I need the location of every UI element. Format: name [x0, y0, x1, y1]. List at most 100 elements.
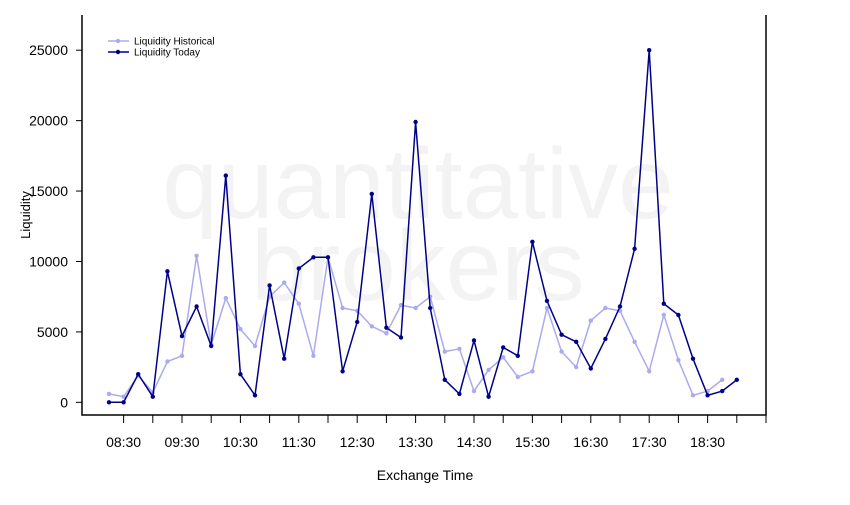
data-point [296, 266, 301, 271]
data-point [106, 391, 112, 397]
data-point [136, 372, 141, 377]
data-point [282, 356, 287, 361]
data-point [223, 173, 228, 178]
data-point [647, 48, 652, 53]
data-point [588, 366, 593, 371]
data-point [486, 367, 491, 373]
legend-swatch-point [115, 49, 121, 55]
data-point [544, 298, 550, 304]
data-point [720, 377, 725, 382]
x-tick-label: 11:30 [282, 434, 316, 450]
data-point [471, 388, 477, 394]
data-point [632, 246, 637, 251]
x-tick-label: 10:30 [223, 434, 258, 450]
data-point [603, 305, 608, 311]
y-tick-label: 15000 [29, 183, 68, 199]
data-point [690, 356, 696, 361]
data-point [340, 369, 345, 374]
data-point [530, 239, 535, 244]
data-point [384, 325, 389, 330]
data-point [311, 255, 316, 260]
data-point [515, 353, 520, 358]
data-point [457, 391, 462, 397]
data-point [238, 372, 243, 377]
legend-swatch-point [115, 38, 121, 44]
data-point [661, 301, 666, 306]
data-point [442, 377, 447, 382]
data-point [676, 312, 681, 318]
data-point [588, 318, 593, 323]
data-point [574, 339, 579, 344]
data-point [179, 353, 185, 358]
data-point [428, 305, 433, 311]
data-point [369, 191, 374, 197]
data-point [355, 319, 360, 325]
x-axis-label: Exchange Time [377, 467, 474, 483]
data-point [223, 295, 228, 301]
axes: 0 5000 10000 15000 20000 25000 08:30 09:30 10:30… [29, 15, 767, 450]
data-point [121, 400, 126, 405]
data-point [325, 255, 331, 260]
data-point [734, 377, 739, 382]
data-point [413, 305, 418, 311]
data-point [544, 305, 550, 311]
data-point [252, 343, 258, 349]
y-tick-label: 20000 [29, 113, 68, 129]
legend-label: Liquidity Historical [134, 37, 215, 48]
data-point [442, 349, 447, 354]
x-tick-label: 16:30 [573, 434, 608, 450]
data-point [559, 332, 564, 337]
data-point [106, 400, 112, 405]
data-point [647, 369, 652, 374]
plot-frame [81, 15, 767, 416]
data-point [501, 355, 506, 360]
data-point [311, 353, 316, 358]
y-tick-label: 5000 [37, 324, 68, 340]
data-point [209, 343, 214, 349]
data-point [705, 393, 710, 398]
data-point [720, 388, 725, 394]
data-point [574, 364, 579, 370]
data-point [165, 269, 170, 274]
data-point [690, 393, 696, 398]
data-point [661, 312, 666, 318]
y-axis-label: Liquidity [18, 191, 33, 239]
x-tick-label: 17:30 [632, 434, 667, 450]
y-tick-label: 0 [60, 394, 68, 410]
data-point [413, 119, 418, 125]
data-point [603, 336, 608, 342]
x-tick-label: 09:30 [164, 434, 199, 450]
data-point [369, 324, 374, 329]
data-point [617, 304, 623, 309]
data-point [457, 346, 462, 351]
x-tick-label: 14:30 [456, 434, 491, 450]
data-point [471, 338, 477, 343]
data-point [530, 369, 535, 374]
data-point [676, 357, 681, 363]
data-point [559, 349, 564, 354]
x-tick-label: 18:30 [690, 434, 725, 450]
data-point [194, 304, 199, 309]
data-point [267, 283, 272, 288]
data-point [194, 253, 199, 258]
data-point [179, 333, 185, 339]
data-point [486, 394, 491, 399]
y-tick-label: 10000 [29, 253, 68, 269]
data-point [165, 359, 170, 364]
legend-label: Liquidity Today [134, 48, 200, 59]
series-today [106, 48, 739, 405]
y-tick-label: 25000 [29, 42, 68, 58]
data-point [296, 301, 301, 306]
data-point [150, 394, 155, 399]
x-tick-label: 08:30 [106, 434, 141, 450]
x-tick-label: 15:30 [515, 434, 550, 450]
data-point [515, 374, 520, 380]
data-point [501, 345, 506, 350]
data-point [384, 331, 389, 336]
data-point [121, 394, 126, 399]
data-point [340, 305, 345, 311]
data-point [632, 339, 637, 344]
